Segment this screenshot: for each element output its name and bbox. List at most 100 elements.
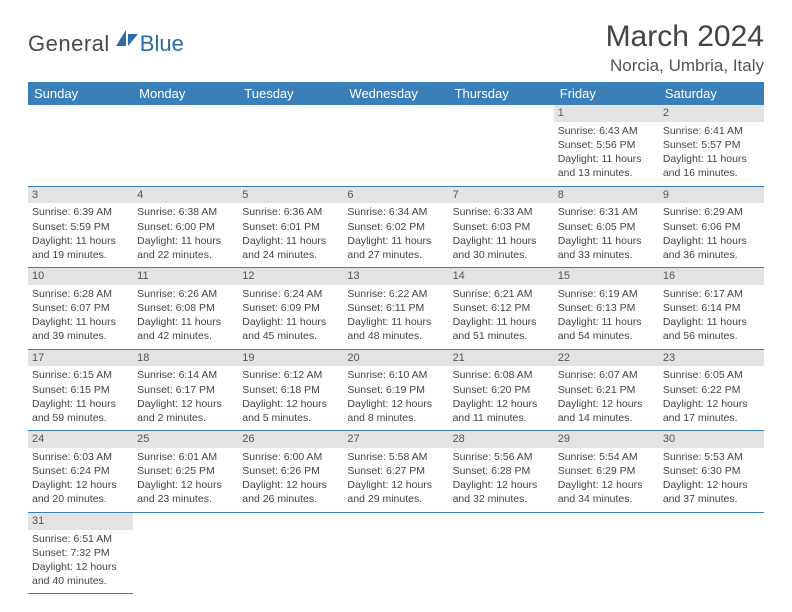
day-number: 3: [28, 187, 133, 204]
day-number: 11: [133, 268, 238, 285]
sunset-line: Sunset: 6:08 PM: [137, 301, 234, 315]
sunset-line: Sunset: 6:20 PM: [453, 383, 550, 397]
daylight-line: Daylight: 11 hours and 30 minutes.: [453, 234, 550, 262]
calendar-day: 21Sunrise: 6:08 AMSunset: 6:20 PMDayligh…: [449, 349, 554, 431]
sunrise-line: Sunrise: 6:33 AM: [453, 205, 550, 219]
sunrise-line: Sunrise: 6:29 AM: [663, 205, 760, 219]
sunset-line: Sunset: 5:57 PM: [663, 138, 760, 152]
daylight-line: Daylight: 12 hours and 2 minutes.: [137, 397, 234, 425]
daylight-line: Daylight: 12 hours and 32 minutes.: [453, 478, 550, 506]
month-title: March 2024: [606, 20, 764, 54]
calendar-day: 25Sunrise: 6:01 AMSunset: 6:25 PMDayligh…: [133, 431, 238, 513]
sunset-line: Sunset: 6:29 PM: [558, 464, 655, 478]
daylight-line: Daylight: 12 hours and 29 minutes.: [347, 478, 444, 506]
day-number: 6: [343, 187, 448, 204]
sunrise-line: Sunrise: 6:07 AM: [558, 368, 655, 382]
sunrise-line: Sunrise: 5:53 AM: [663, 450, 760, 464]
sunrise-line: Sunrise: 6:41 AM: [663, 124, 760, 138]
calendar-day: 6Sunrise: 6:34 AMSunset: 6:02 PMDaylight…: [343, 186, 448, 268]
day-number: 22: [554, 350, 659, 367]
calendar-day: 29Sunrise: 5:54 AMSunset: 6:29 PMDayligh…: [554, 431, 659, 513]
calendar-day: 19Sunrise: 6:12 AMSunset: 6:18 PMDayligh…: [238, 349, 343, 431]
sunset-line: Sunset: 6:22 PM: [663, 383, 760, 397]
sunset-line: Sunset: 6:21 PM: [558, 383, 655, 397]
calendar-day: 22Sunrise: 6:07 AMSunset: 6:21 PMDayligh…: [554, 349, 659, 431]
weekday-header: Tuesday: [238, 82, 343, 105]
calendar-day: 31Sunrise: 6:51 AMSunset: 7:32 PMDayligh…: [28, 512, 133, 594]
sunset-line: Sunset: 6:27 PM: [347, 464, 444, 478]
calendar-empty: [449, 512, 554, 594]
sunrise-line: Sunrise: 6:17 AM: [663, 287, 760, 301]
weekday-header: Friday: [554, 82, 659, 105]
sunrise-line: Sunrise: 6:34 AM: [347, 205, 444, 219]
daylight-line: Daylight: 12 hours and 34 minutes.: [558, 478, 655, 506]
day-number: 27: [343, 431, 448, 448]
sunrise-line: Sunrise: 6:51 AM: [32, 532, 129, 546]
day-number: 15: [554, 268, 659, 285]
daylight-line: Daylight: 11 hours and 36 minutes.: [663, 234, 760, 262]
day-number: 1: [554, 105, 659, 122]
calendar-empty: [659, 512, 764, 594]
calendar-day: 27Sunrise: 5:58 AMSunset: 6:27 PMDayligh…: [343, 431, 448, 513]
day-number: 9: [659, 187, 764, 204]
sunrise-line: Sunrise: 6:24 AM: [242, 287, 339, 301]
calendar-day: 10Sunrise: 6:28 AMSunset: 6:07 PMDayligh…: [28, 268, 133, 350]
daylight-line: Daylight: 11 hours and 13 minutes.: [558, 152, 655, 180]
day-number: 13: [343, 268, 448, 285]
weekday-header: Sunday: [28, 82, 133, 105]
daylight-line: Daylight: 12 hours and 14 minutes.: [558, 397, 655, 425]
sunrise-line: Sunrise: 6:19 AM: [558, 287, 655, 301]
sunset-line: Sunset: 6:07 PM: [32, 301, 129, 315]
daylight-line: Daylight: 11 hours and 39 minutes.: [32, 315, 129, 343]
daylight-line: Daylight: 11 hours and 48 minutes.: [347, 315, 444, 343]
sunset-line: Sunset: 6:12 PM: [453, 301, 550, 315]
calendar-day: 24Sunrise: 6:03 AMSunset: 6:24 PMDayligh…: [28, 431, 133, 513]
sunset-line: Sunset: 6:26 PM: [242, 464, 339, 478]
calendar-day: 9Sunrise: 6:29 AMSunset: 6:06 PMDaylight…: [659, 186, 764, 268]
calendar-empty: [28, 105, 133, 186]
sunrise-line: Sunrise: 6:36 AM: [242, 205, 339, 219]
daylight-line: Daylight: 11 hours and 42 minutes.: [137, 315, 234, 343]
calendar-day: 14Sunrise: 6:21 AMSunset: 6:12 PMDayligh…: [449, 268, 554, 350]
weekday-header: Monday: [133, 82, 238, 105]
sunset-line: Sunset: 6:00 PM: [137, 220, 234, 234]
daylight-line: Daylight: 11 hours and 59 minutes.: [32, 397, 129, 425]
calendar-day: 12Sunrise: 6:24 AMSunset: 6:09 PMDayligh…: [238, 268, 343, 350]
sunset-line: Sunset: 6:19 PM: [347, 383, 444, 397]
sunset-line: Sunset: 6:03 PM: [453, 220, 550, 234]
calendar-empty: [343, 105, 448, 186]
calendar-empty: [554, 512, 659, 594]
sunset-line: Sunset: 6:18 PM: [242, 383, 339, 397]
sunrise-line: Sunrise: 6:15 AM: [32, 368, 129, 382]
sunrise-line: Sunrise: 6:39 AM: [32, 205, 129, 219]
daylight-line: Daylight: 12 hours and 8 minutes.: [347, 397, 444, 425]
sunrise-line: Sunrise: 6:43 AM: [558, 124, 655, 138]
sunrise-line: Sunrise: 6:05 AM: [663, 368, 760, 382]
calendar-empty: [238, 512, 343, 594]
sunset-line: Sunset: 6:30 PM: [663, 464, 760, 478]
calendar-day: 16Sunrise: 6:17 AMSunset: 6:14 PMDayligh…: [659, 268, 764, 350]
calendar-day: 18Sunrise: 6:14 AMSunset: 6:17 PMDayligh…: [133, 349, 238, 431]
sunset-line: Sunset: 5:56 PM: [558, 138, 655, 152]
sunset-line: Sunset: 6:25 PM: [137, 464, 234, 478]
sunrise-line: Sunrise: 6:38 AM: [137, 205, 234, 219]
calendar-day: 28Sunrise: 5:56 AMSunset: 6:28 PMDayligh…: [449, 431, 554, 513]
calendar-day: 15Sunrise: 6:19 AMSunset: 6:13 PMDayligh…: [554, 268, 659, 350]
weekday-header: Wednesday: [343, 82, 448, 105]
calendar-day: 30Sunrise: 5:53 AMSunset: 6:30 PMDayligh…: [659, 431, 764, 513]
daylight-line: Daylight: 11 hours and 16 minutes.: [663, 152, 760, 180]
calendar-table: SundayMondayTuesdayWednesdayThursdayFrid…: [28, 82, 764, 594]
sunset-line: Sunset: 6:17 PM: [137, 383, 234, 397]
day-number: 4: [133, 187, 238, 204]
day-number: 19: [238, 350, 343, 367]
sunset-line: Sunset: 6:02 PM: [347, 220, 444, 234]
calendar-empty: [343, 512, 448, 594]
calendar-day: 11Sunrise: 6:26 AMSunset: 6:08 PMDayligh…: [133, 268, 238, 350]
day-number: 12: [238, 268, 343, 285]
sunset-line: Sunset: 6:09 PM: [242, 301, 339, 315]
day-number: 16: [659, 268, 764, 285]
calendar-day: 23Sunrise: 6:05 AMSunset: 6:22 PMDayligh…: [659, 349, 764, 431]
day-number: 14: [449, 268, 554, 285]
daylight-line: Daylight: 11 hours and 22 minutes.: [137, 234, 234, 262]
calendar-day: 26Sunrise: 6:00 AMSunset: 6:26 PMDayligh…: [238, 431, 343, 513]
